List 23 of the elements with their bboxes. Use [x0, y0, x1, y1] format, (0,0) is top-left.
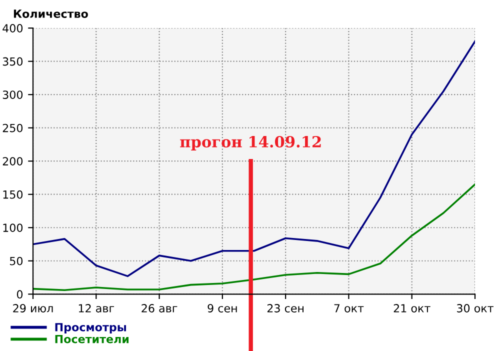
x-tick-label: 7 окт [334, 304, 364, 312]
annotation: прогон 14.09.12 [180, 136, 321, 150]
x-tick-label: 9 сен [208, 304, 237, 312]
y-tick-label: 150 [3, 190, 23, 199]
legend-label: Просмотры [55, 323, 126, 334]
line-series [33, 183, 475, 292]
y-tick-label: 0 [16, 290, 23, 299]
x-tick-label: 12 авг [78, 304, 114, 312]
y-tick-label: 350 [2, 57, 23, 66]
y-tick-label: 250 [2, 124, 23, 132]
line-series [33, 40, 475, 278]
y-tick-label: 200 [2, 157, 23, 166]
y-tick-label: 50 [10, 256, 23, 266]
x-tick-label: 23 сен [267, 304, 304, 312]
y-axis-title: Количество [14, 10, 88, 18]
x-tick-label: 26 авг [142, 304, 178, 312]
x-tick-label: 21 окт [394, 304, 430, 312]
x-tick-label: 29 июл [13, 304, 53, 312]
x-tick-label: 30 окт [457, 304, 494, 312]
y-tick-label: 300 [2, 90, 23, 99]
y-tick-label: 400 [2, 24, 23, 32]
legend-label: Посетители [55, 334, 129, 344]
y-tick-label: 100 [3, 224, 23, 232]
